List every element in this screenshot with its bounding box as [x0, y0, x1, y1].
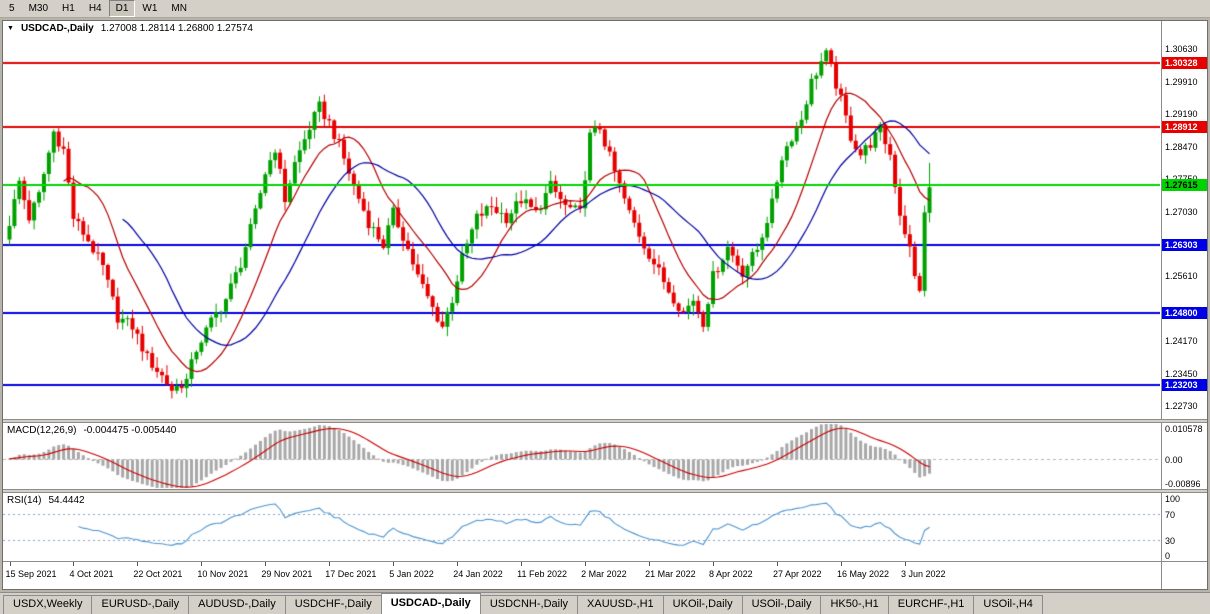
- chart-tab-usdcad-daily[interactable]: USDCAD-,Daily: [380, 593, 481, 614]
- chart-tab-usdcnh-daily[interactable]: USDCNH-,Daily: [479, 595, 579, 614]
- price-pane: ▼ USDCAD-,Daily 1.27008 1.28114 1.26800 …: [3, 21, 1207, 419]
- timeframe-toolbar: 5 M30 H1 H4 D1 W1 MN: [0, 0, 1210, 18]
- chart-symbol-label: USDCAD-,Daily: [20, 23, 94, 34]
- price-level-badge: 1.26303: [1162, 239, 1207, 251]
- price-axis: 1.30630 1.30328 1.29910 1.29190 1.28912 1.284…: [1161, 21, 1207, 419]
- time-axis-tick: [201, 562, 202, 566]
- time-axis-label: 8 Apr 2022: [709, 569, 753, 579]
- timeframe-button-h4[interactable]: H4: [81, 0, 109, 17]
- macd-chart-canvas[interactable]: [3, 423, 1160, 489]
- price-chart-canvas[interactable]: [3, 21, 1160, 419]
- pane-splitter[interactable]: [3, 419, 1207, 423]
- time-axis-tick: [10, 562, 11, 566]
- macd-pane: MACD(12,26,9) -0.004475 -0.005440 0.0105…: [3, 423, 1207, 489]
- axis-corner: [1161, 562, 1207, 589]
- macd-header: MACD(12,26,9) -0.004475 -0.005440: [7, 425, 176, 436]
- time-axis-tick: [521, 562, 522, 566]
- time-axis-label: 29 Nov 2021: [261, 569, 313, 579]
- chart-tabs-bar: USDX,Weekly EURUSD-,Daily AUDUSD-,Daily USD…: [0, 592, 1210, 614]
- time-axis-tick: [137, 562, 138, 566]
- price-tick-label: 1.27030: [1165, 207, 1198, 217]
- timeframe-button-mn[interactable]: MN: [164, 0, 194, 17]
- rsi-header: RSI(14) 54.4442: [7, 495, 85, 506]
- rsi-tick-label: 100: [1165, 494, 1181, 504]
- time-axis-tick: [777, 562, 778, 566]
- time-axis-label: 21 Mar 2022: [645, 569, 696, 579]
- timeframe-button-m30[interactable]: M30: [21, 0, 56, 17]
- time-axis-tick: [713, 562, 714, 566]
- price-level-badge: 1.24800: [1162, 307, 1207, 319]
- timeframe-button-d1[interactable]: D1: [108, 0, 136, 17]
- chart-tab-usdchf-daily[interactable]: USDCHF-,Daily: [284, 595, 382, 614]
- time-axis-label: 10 Nov 2021: [197, 569, 249, 579]
- price-level-badge: 1.28912: [1162, 121, 1207, 133]
- macd-tick-label: -0.00896: [1165, 479, 1201, 489]
- macd-indicator-name: MACD(12,26,9): [7, 425, 77, 436]
- time-axis-label: 5 Jan 2022: [389, 569, 434, 579]
- time-axis-label: 2 Mar 2022: [581, 569, 627, 579]
- macd-indicator-values: -0.004475 -0.005440: [83, 425, 177, 436]
- chart-tab-eurchf-h1[interactable]: EURCHF-,H1: [887, 595, 975, 614]
- price-tick-label: 1.23450: [1165, 369, 1198, 379]
- time-axis-tick: [393, 562, 394, 566]
- timeframe-button-5[interactable]: 5: [2, 0, 22, 17]
- pane-splitter[interactable]: [3, 489, 1207, 493]
- time-axis-tick: [649, 562, 650, 566]
- rsi-tick-label: 0: [1165, 551, 1171, 561]
- time-axis: 15 Sep 2021 4 Oct 2021 22 Oct 2021 10 Nov 2…: [3, 561, 1207, 589]
- symbol-dropdown-icon[interactable]: ▼: [7, 25, 14, 32]
- price-tick-label: 1.25610: [1165, 271, 1198, 281]
- chart-workspace: ▼ USDCAD-,Daily 1.27008 1.28114 1.26800 …: [0, 18, 1210, 592]
- time-axis-label: 3 Jun 2022: [900, 569, 946, 579]
- price-level-badge: 1.23203: [1162, 379, 1207, 391]
- time-axis-label: 16 May 2022: [836, 569, 890, 579]
- price-tick-label: 1.29190: [1165, 109, 1198, 119]
- chart-header: ▼ USDCAD-,Daily 1.27008 1.28114 1.26800 …: [7, 23, 253, 34]
- time-axis-tick: [905, 562, 906, 566]
- time-axis-label: 17 Dec 2021: [325, 569, 377, 579]
- chart-tab-eurusd-daily[interactable]: EURUSD-,Daily: [91, 595, 190, 614]
- macd-tick-label: 0.010578: [1165, 424, 1203, 434]
- chart-tab-usdx-weekly[interactable]: USDX,Weekly: [3, 595, 93, 614]
- price-tick-label: 1.22730: [1165, 401, 1198, 411]
- time-axis-tick: [841, 562, 842, 566]
- rsi-tick-label: 30: [1165, 536, 1176, 546]
- macd-tick-label: 0.00: [1165, 455, 1183, 465]
- rsi-indicator-name: RSI(14): [7, 495, 42, 506]
- time-axis-label: 15 Sep 2021: [5, 569, 57, 579]
- chart-tab-hk50-h1[interactable]: HK50-,H1: [820, 595, 889, 614]
- price-tick-label: 1.24170: [1165, 336, 1198, 346]
- price-tick-label: 1.28470: [1165, 142, 1198, 152]
- rsi-tick-label: 70: [1165, 510, 1176, 520]
- rsi-pane: RSI(14) 54.4442 100 70 30 0: [3, 493, 1207, 561]
- time-axis-label: 11 Feb 2022: [517, 569, 568, 579]
- chart-window: ▼ USDCAD-,Daily 1.27008 1.28114 1.26800 …: [2, 20, 1208, 590]
- price-tick-label: 1.29910: [1165, 77, 1198, 87]
- rsi-chart-canvas[interactable]: [3, 493, 1160, 561]
- chart-ohlc-values: 1.27008 1.28114 1.26800 1.27574: [100, 23, 253, 34]
- rsi-indicator-value: 54.4442: [48, 495, 85, 506]
- rsi-axis: 100 70 30 0: [1161, 493, 1207, 561]
- timeframe-button-h1[interactable]: H1: [55, 0, 82, 17]
- time-axis-tick: [265, 562, 266, 566]
- time-axis-tick: [457, 562, 458, 566]
- chart-tab-usoil-daily[interactable]: USOil-,Daily: [741, 595, 822, 614]
- chart-tab-usoil-h4[interactable]: USOil-,H4: [973, 595, 1043, 614]
- time-axis-label: 27 Apr 2022: [773, 569, 822, 579]
- price-level-badge: 1.27615: [1162, 179, 1207, 191]
- time-axis-label: 4 Oct 2021: [69, 569, 114, 579]
- chart-tab-xauusd-h1[interactable]: XAUUSD-,H1: [577, 595, 664, 614]
- price-level-badge: 1.30328: [1162, 57, 1207, 69]
- price-tick-label: 1.30630: [1165, 44, 1198, 54]
- time-axis-tick: [329, 562, 330, 566]
- timeframe-button-w1[interactable]: W1: [135, 0, 165, 17]
- time-axis-tick: [585, 562, 586, 566]
- chart-tab-ukoil-daily[interactable]: UKOil-,Daily: [662, 595, 743, 614]
- time-axis-tick: [73, 562, 74, 566]
- macd-axis: 0.010578 0.00 -0.00896: [1161, 423, 1207, 489]
- time-axis-label: 24 Jan 2022: [453, 569, 503, 579]
- chart-tab-audusd-daily[interactable]: AUDUSD-,Daily: [188, 595, 286, 614]
- time-axis-label: 22 Oct 2021: [133, 569, 183, 579]
